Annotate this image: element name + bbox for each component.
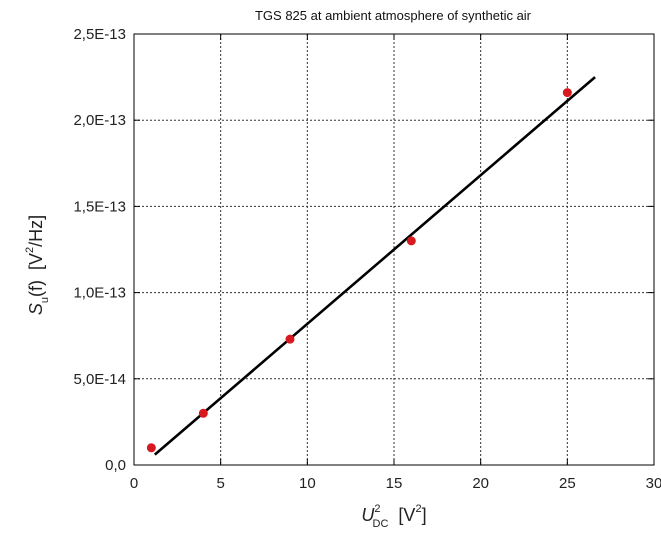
y-tick-label: 1,5E-13 bbox=[73, 198, 126, 215]
y-axis-unit-sup: 2 bbox=[24, 247, 36, 253]
data-point bbox=[285, 334, 295, 344]
x-axis-sub: DC bbox=[373, 518, 389, 530]
data-point bbox=[146, 443, 156, 453]
ticks bbox=[133, 33, 655, 466]
x-tick-label: 15 bbox=[386, 475, 403, 492]
x-tick-labels: 0 5 10 15 20 25 30 bbox=[130, 475, 661, 492]
y-tick-label: 0,0 bbox=[105, 457, 126, 474]
x-tick-label: 5 bbox=[216, 475, 224, 492]
data-point bbox=[562, 88, 572, 98]
y-tick-label: 1,0E-13 bbox=[73, 285, 126, 302]
x-tick-label: 25 bbox=[559, 475, 576, 492]
y-axis-unit-end: /Hz] bbox=[26, 215, 46, 247]
x-axis-unit: [V bbox=[398, 505, 415, 525]
y-tick-labels: 0,0 5,0E-14 1,0E-13 1,5E-13 2,0E-13 2,5E-13 bbox=[73, 26, 126, 474]
x-axis-symbol: U bbox=[361, 505, 375, 525]
x-tick-label: 20 bbox=[472, 475, 489, 492]
x-axis-unit-sup: 2 bbox=[415, 503, 421, 515]
grid bbox=[134, 34, 654, 465]
y-tick-label: 5,0E-14 bbox=[73, 371, 126, 388]
x-axis-unit-end: ] bbox=[422, 505, 427, 525]
x-tick-label: 10 bbox=[299, 475, 316, 492]
y-tick-label: 2,5E-13 bbox=[73, 26, 126, 43]
y-axis-unit: [V bbox=[26, 253, 46, 270]
y-axis-sub: u bbox=[39, 297, 51, 303]
data-point bbox=[198, 408, 208, 418]
y-tick-label: 2,0E-13 bbox=[73, 112, 126, 129]
y-axis-label: Su(f) [V2/Hz] bbox=[24, 215, 51, 315]
x-axis-sup: 2 bbox=[374, 503, 380, 515]
x-axis-label: U2 DC [V2] bbox=[361, 503, 426, 530]
chart-title: TGS 825 at ambient atmosphere of synthet… bbox=[255, 8, 532, 23]
y-axis-func: (f) bbox=[26, 280, 46, 297]
data-points bbox=[146, 88, 572, 453]
x-tick-label: 30 bbox=[646, 475, 661, 492]
x-tick-label: 0 bbox=[130, 475, 138, 492]
y-axis-symbol: S bbox=[26, 303, 46, 315]
fit-line bbox=[153, 76, 596, 456]
data-point bbox=[406, 236, 416, 246]
